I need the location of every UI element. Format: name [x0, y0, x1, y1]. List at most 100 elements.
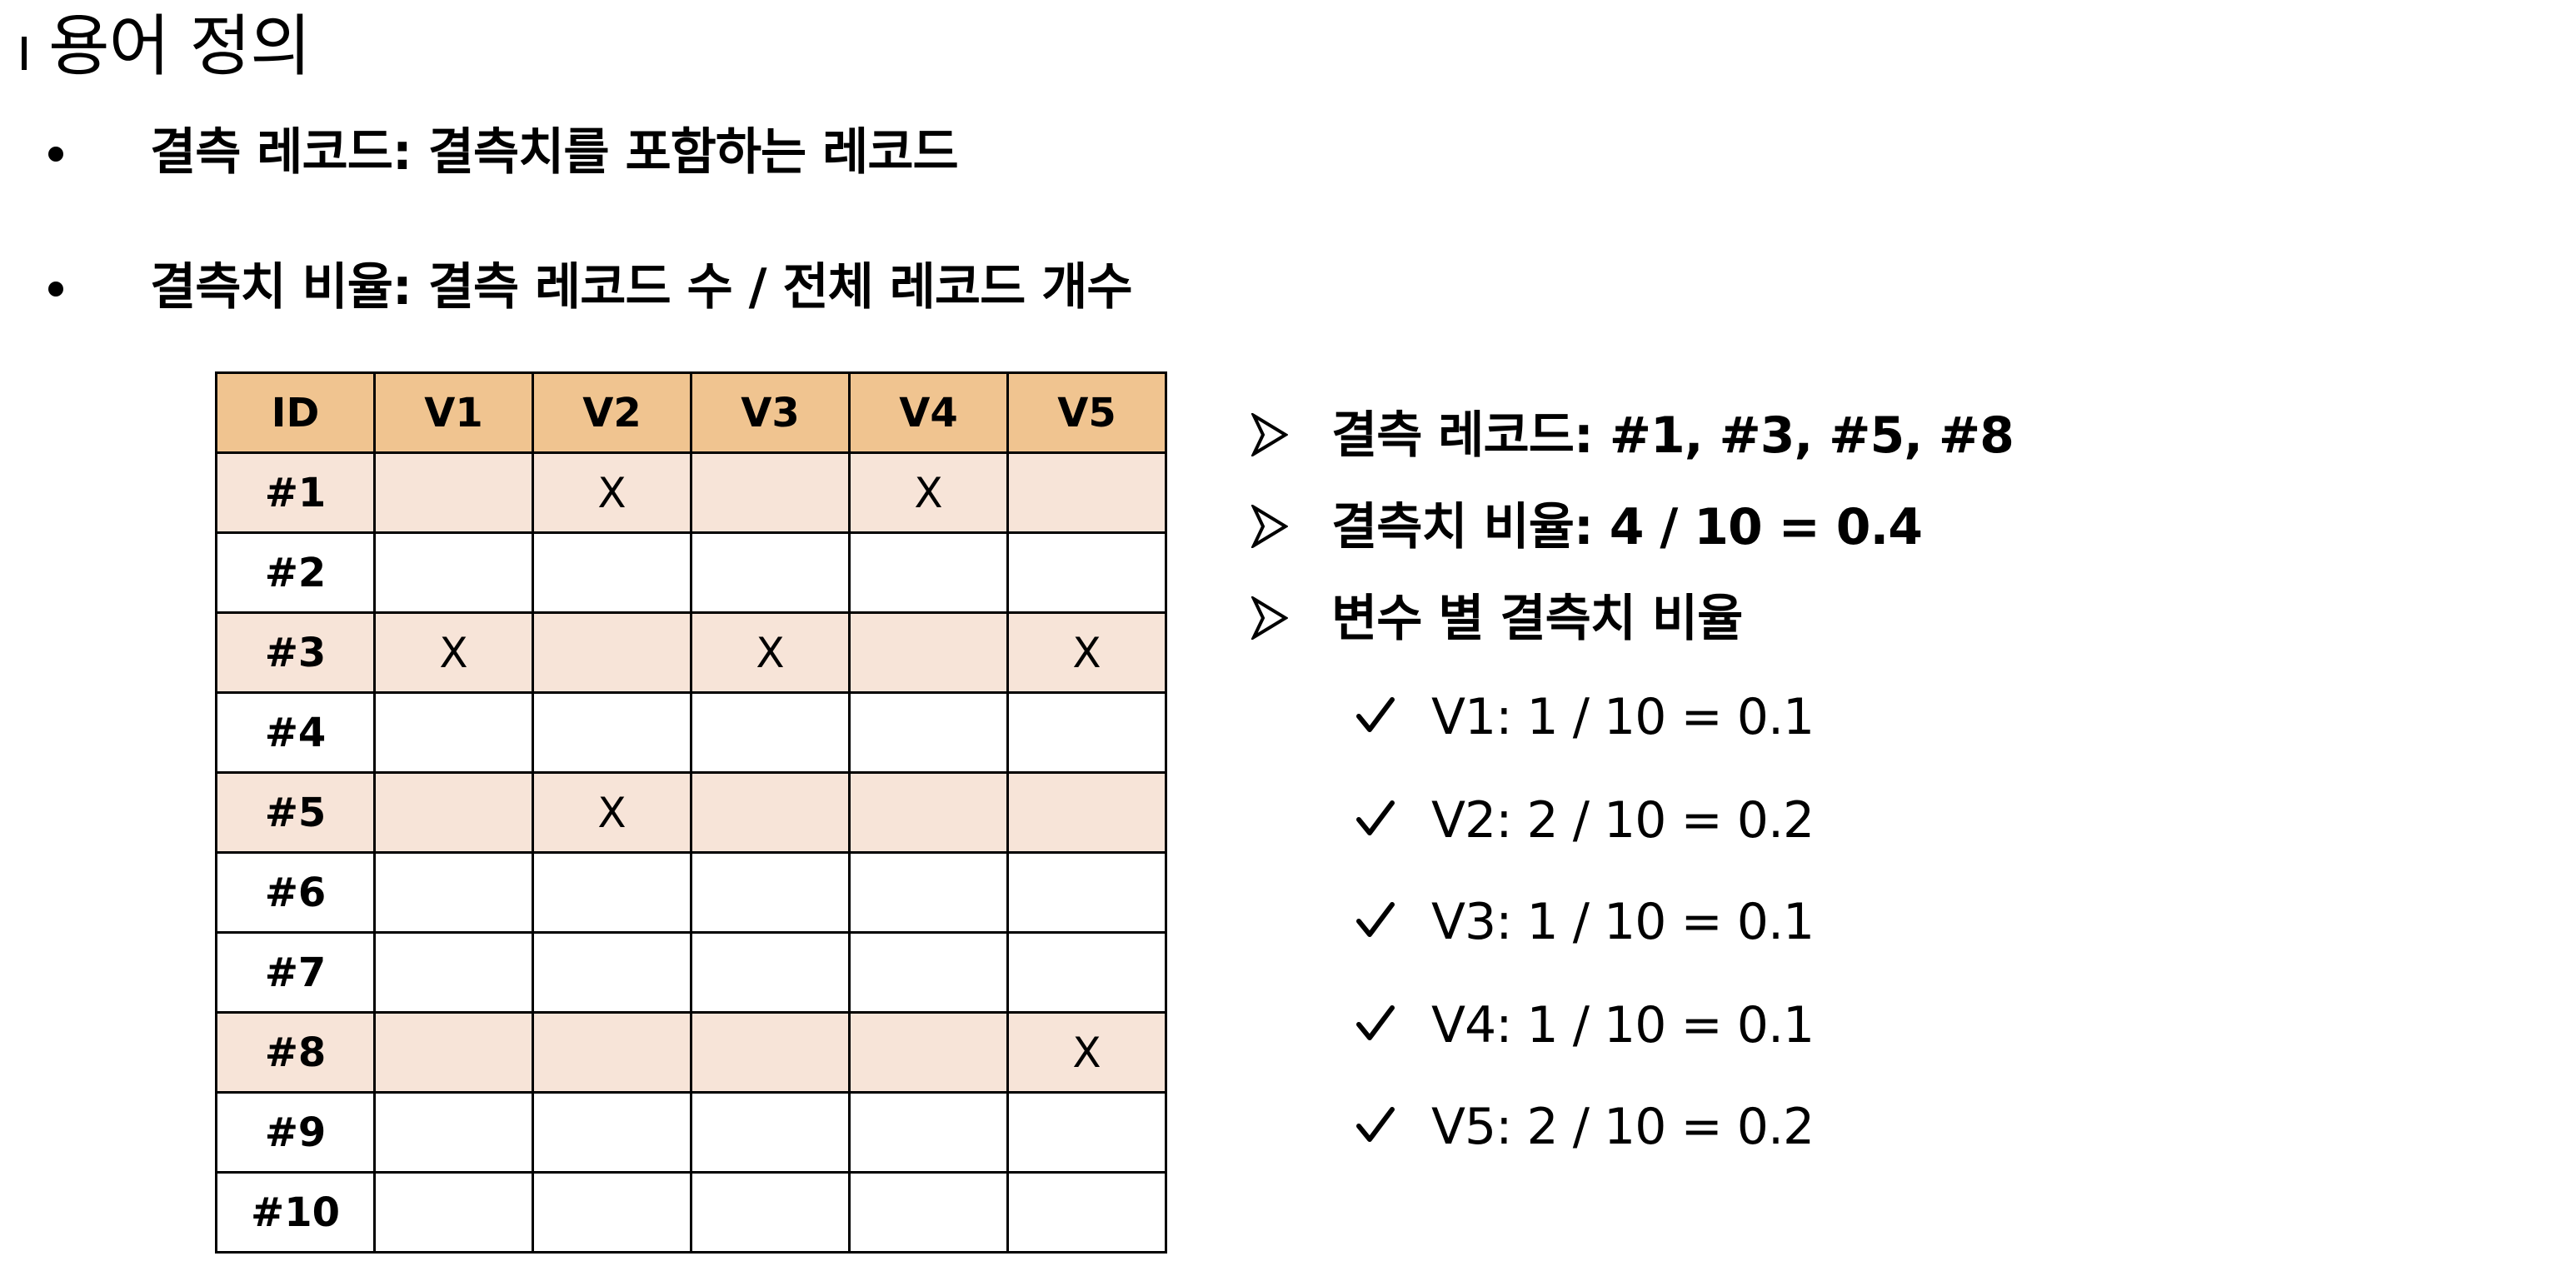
table-cell	[373, 531, 534, 614]
table-cell	[1006, 691, 1167, 774]
page-title: 용어 정의	[48, 7, 312, 85]
table-cell	[1006, 851, 1167, 934]
bullet-icon	[48, 147, 63, 162]
record-id-cell: #4	[215, 691, 376, 774]
column-header-v1: V1	[373, 371, 534, 454]
table-cell	[532, 851, 692, 934]
table-row: #7	[215, 931, 1167, 1014]
table-cell	[532, 1171, 692, 1254]
table-cell	[532, 1091, 692, 1174]
table-row: #5 X	[215, 771, 1167, 854]
missing-mark-cell: X	[532, 451, 692, 534]
table-row: #9	[215, 1091, 1167, 1174]
table-cell	[848, 531, 1009, 614]
summary-text: 결측 레코드: #1, #3, #5, #8	[1331, 406, 2014, 465]
check-icon	[1356, 800, 1395, 835]
table-cell	[373, 691, 534, 774]
variable-ratio-text: V4: 1 / 10 = 0.1	[1431, 996, 1815, 1054]
summary-text: 결측치 비율: 4 / 10 = 0.4	[1331, 498, 1923, 556]
table-cell	[373, 1091, 534, 1174]
check-icon	[1356, 902, 1395, 937]
missing-value-table: ID V1 V2 V3 V4 V5 #1 X X #2 #3 X X X #4 #5 X #6 #7 #8 X #9 #10	[215, 371, 1167, 1254]
table-cell	[690, 531, 851, 614]
table-row: #4	[215, 691, 1167, 774]
table-cell	[848, 1011, 1009, 1094]
variable-ratio-text: V1: 1 / 10 = 0.1	[1431, 688, 1815, 746]
table-cell	[690, 1011, 851, 1094]
record-id-cell: #7	[215, 931, 376, 1014]
table-cell	[373, 771, 534, 854]
table-cell	[690, 1091, 851, 1174]
table-cell	[1006, 931, 1167, 1014]
table-cell	[373, 851, 534, 934]
record-id-cell: #10	[215, 1171, 376, 1254]
title-marker	[22, 37, 27, 70]
table-cell	[532, 691, 692, 774]
table-row: #8 X	[215, 1011, 1167, 1094]
table-cell	[848, 691, 1009, 774]
table-cell	[848, 931, 1009, 1014]
variable-ratio-text: V2: 2 / 10 = 0.2	[1431, 791, 1815, 850]
record-id-cell: #3	[215, 611, 376, 694]
table-cell	[848, 851, 1009, 934]
table-cell	[690, 931, 851, 1014]
definition-text: 결측 레코드: 결측치를 포함하는 레코드	[150, 123, 959, 182]
missing-mark-cell: X	[373, 611, 534, 694]
table-row: #3 X X X	[215, 611, 1167, 694]
bullet-icon	[48, 282, 63, 297]
table-cell	[1006, 1091, 1167, 1174]
table-cell	[1006, 451, 1167, 534]
table-cell	[532, 931, 692, 1014]
table-cell	[1006, 771, 1167, 854]
table-cell	[848, 1171, 1009, 1254]
table-row: #1 X X	[215, 451, 1167, 534]
table-cell	[373, 1011, 534, 1094]
missing-mark-cell: X	[690, 611, 851, 694]
summary-text: 변수 별 결측치 비율	[1331, 590, 1743, 648]
table-cell	[373, 1171, 534, 1254]
table-cell	[690, 771, 851, 854]
definition-text: 결측치 비율: 결측 레코드 수 / 전체 레코드 개수	[150, 258, 1133, 317]
record-id-cell: #6	[215, 851, 376, 934]
table-cell	[532, 531, 692, 614]
table-cell	[848, 611, 1009, 694]
table-cell	[690, 691, 851, 774]
record-id-cell: #1	[215, 451, 376, 534]
check-icon	[1356, 1005, 1395, 1040]
column-header-v5: V5	[1006, 371, 1167, 454]
variable-ratio-text: V3: 1 / 10 = 0.1	[1431, 893, 1815, 951]
table-cell	[532, 611, 692, 694]
table-row: #2	[215, 531, 1167, 614]
table-row: #10	[215, 1171, 1167, 1254]
missing-mark-cell: X	[1006, 1011, 1167, 1094]
missing-mark-cell: X	[848, 451, 1009, 534]
table-cell	[1006, 1171, 1167, 1254]
table-cell	[690, 451, 851, 534]
table-cell	[1006, 531, 1167, 614]
arrow-bullet-icon	[1251, 505, 1288, 548]
arrow-bullet-icon	[1251, 596, 1288, 640]
table-header-row: ID V1 V2 V3 V4 V5	[215, 371, 1167, 454]
check-icon	[1356, 1107, 1395, 1142]
record-id-cell: #9	[215, 1091, 376, 1174]
missing-mark-cell: X	[1006, 611, 1167, 694]
table-row: #6	[215, 851, 1167, 934]
record-id-cell: #2	[215, 531, 376, 614]
variable-ratio-text: V5: 2 / 10 = 0.2	[1431, 1098, 1815, 1156]
column-header-v4: V4	[848, 371, 1009, 454]
column-header-v2: V2	[532, 371, 692, 454]
table-cell	[690, 851, 851, 934]
record-id-cell: #8	[215, 1011, 376, 1094]
table-cell	[848, 771, 1009, 854]
table-cell	[690, 1171, 851, 1254]
record-id-cell: #5	[215, 771, 376, 854]
column-header-v3: V3	[690, 371, 851, 454]
missing-mark-cell: X	[532, 771, 692, 854]
table-cell	[373, 451, 534, 534]
arrow-bullet-icon	[1251, 413, 1288, 456]
column-header-id: ID	[215, 371, 376, 454]
table-cell	[532, 1011, 692, 1094]
check-icon	[1356, 697, 1395, 732]
table-cell	[373, 931, 534, 1014]
table-cell	[848, 1091, 1009, 1174]
